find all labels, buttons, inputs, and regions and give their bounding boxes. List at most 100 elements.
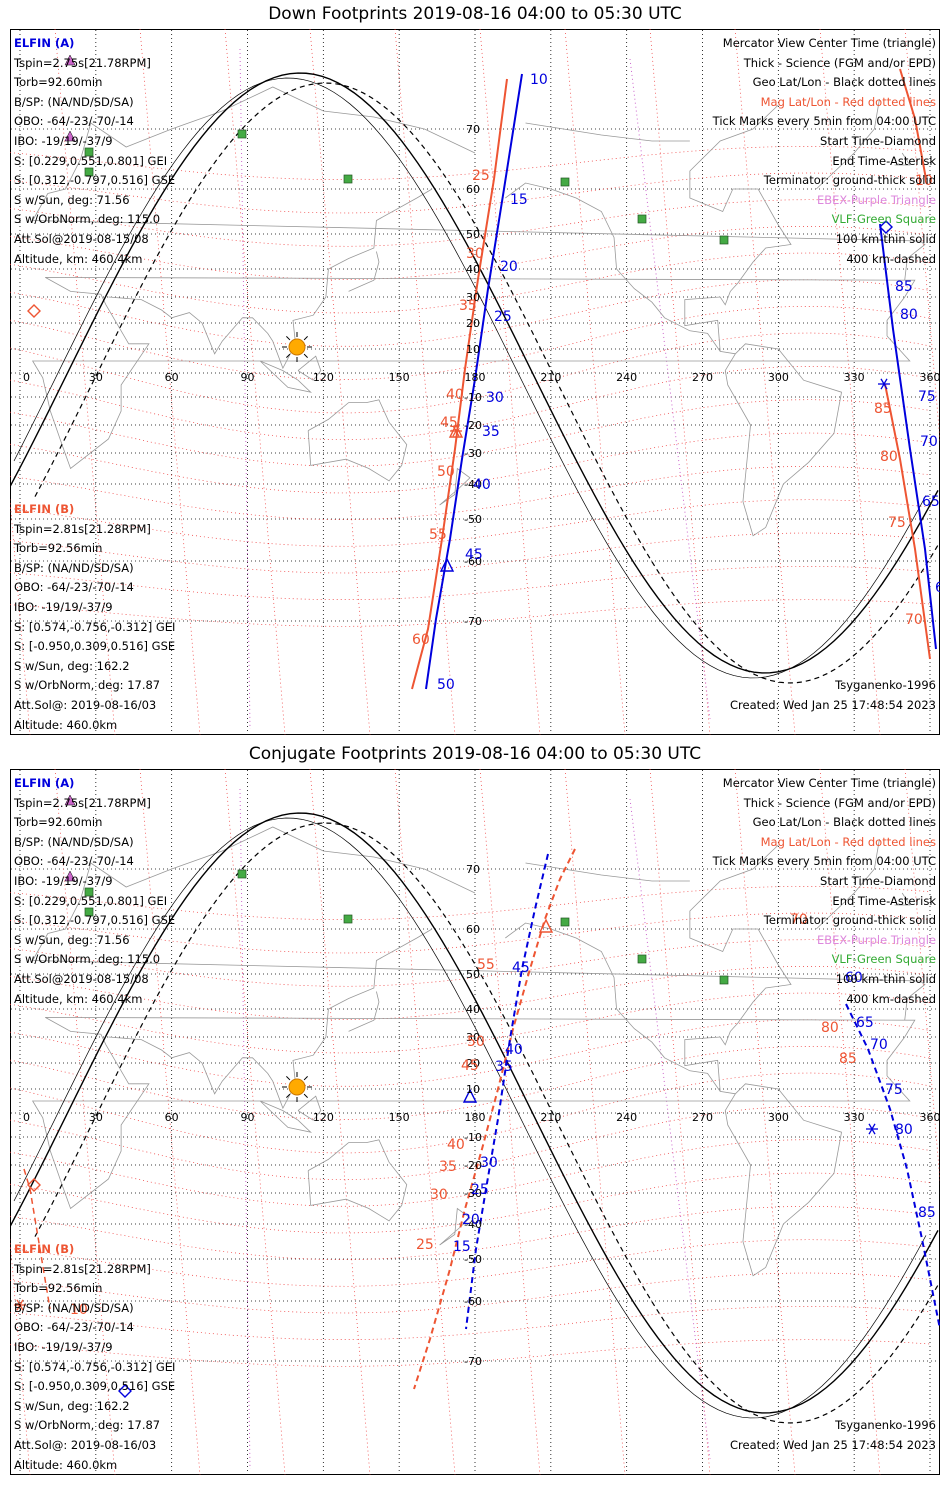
coastline [108,188,433,370]
vlf-square [719,235,729,245]
mag-parallel [10,399,931,467]
info-line: Torb=92.60min [14,815,103,830]
legend-end: End Time-Asterisk [832,893,936,908]
lon-tick-label: 120 [313,371,334,384]
info-line: Torb=92.56min [14,1281,103,1296]
coastline [31,276,916,470]
markers [27,54,893,572]
coastline [259,1100,312,1133]
legend-400km: 400 km-dashed [846,991,936,1006]
lon-tick-label: 240 [616,1111,637,1124]
info-line: Att.Sol@: 2019-08-16/03 [14,1437,157,1452]
info-line: Tspin=2.81s[21.28RPM] [14,1261,151,1276]
center-triangle [439,557,455,572]
panel-title: Down Footprints 2019-08-16 04:00 to 05:3… [268,4,682,24]
legend-geo: Geo Lat/Lon - Black dotted lines [752,75,936,90]
vlf-square [637,954,647,964]
elfin-a-time-label: 50 [437,677,455,693]
info-line: Tspin=2.75s[21.78RPM] [14,55,151,70]
elfin-b-time-label: 85 [874,401,892,417]
elfin-a-time-label: 65 [856,1015,874,1031]
lat-tick-label: 40 [466,263,480,276]
lat-tick-label: 30 [466,291,480,304]
lon-tick-label: 150 [389,1111,410,1124]
elfin-b-time-label: 80 [821,1020,839,1036]
info-line: S w/Sun, deg: 162.2 [14,1398,130,1413]
elfin-b-time-label: 70 [790,912,808,928]
info-line: Altitude: 460.0km [14,717,118,732]
vlf-square [343,914,353,924]
elfin-a-track [465,853,549,1330]
legend-thick: Thick - Science (FGM and/or EPD) [743,55,936,70]
coastline [684,104,792,352]
lat-tick-label: -60 [464,555,482,568]
coastline [815,838,880,930]
lon-tick-label: 180 [465,1111,486,1124]
coastlines [31,826,926,1277]
lat-tick-label: 60 [466,183,480,196]
elfin-b-time-label: 50 [437,464,455,480]
mag-parallel [10,599,931,627]
info-line: S: [0.312,-0.797,0.516] GSE [14,173,176,188]
lat-tick-label: -40 [464,1218,482,1231]
info-line: S w/OrbNorm, deg: 17.87 [14,678,161,693]
elfin-b-info: ELFIN (B) Tspin=2.81s[21.28RPM] Torb=92.… [14,1240,175,1475]
info-line: OBO: -64/-23/-70/-14 [14,114,134,129]
elfin-b-header: ELFIN (B) [14,502,75,516]
coastline [525,862,690,882]
legend-ebex: EBEX-Purple Triangle [816,932,936,947]
legend-vlf: VLF-Green Square [831,212,936,227]
lat-tick-label: 10 [466,343,480,356]
info-line: S w/Sun, deg: 71.56 [14,192,130,207]
lon-tick-label: 270 [692,371,713,384]
coastline [505,182,842,537]
elfin-b-time-label: 55 [429,527,447,543]
elfin-b-time-label: 45 [440,415,458,431]
legend-geo: Geo Lat/Lon - Black dotted lines [752,815,936,830]
created-timestamp: Created: Wed Jan 25 17:48:54 2023 [729,1437,936,1452]
end-asterisk [16,1299,24,1311]
coastline [307,1139,408,1222]
elfin-a-header: ELFIN (A) [14,776,75,790]
elfin-a-time-label: 65 [922,494,940,510]
ebex-line [239,788,251,1470]
legend-end: End Time-Asterisk [832,153,936,168]
lon-tick-label: 30 [89,1111,103,1124]
lat-tick-label: -20 [464,419,482,432]
lon-tick-label: 300 [768,1111,789,1124]
coastlines [31,86,926,537]
lat-tick-label: -30 [464,1187,482,1200]
center-triangle [448,423,464,438]
elfin-b-track [884,383,931,660]
elfin-a-track [425,73,523,690]
info-line: Altitude, km: 460.4km [14,991,143,1006]
info-line: Torb=92.56min [14,541,103,556]
elfin-a-time-label: 35 [495,1059,513,1075]
elfin-b-track [899,68,927,180]
coastline [297,355,322,381]
lon-tick-label: 60 [165,371,179,384]
vlf-square [637,214,647,224]
info-line: S: [-0.950,0.309,0.516] GSE [14,1379,176,1394]
info-line: IBO: -19/19/-37/9 [14,1339,113,1354]
footprint-map: 0 30 60 90 120 150 180 210 240 270 300 330 360 70 60 50… [10,769,940,1475]
lat-tick-label: 30 [466,1031,480,1044]
lat-tick-label: 20 [466,317,480,330]
terminator-400km [34,82,940,684]
lon-tick-label: 180 [465,371,486,384]
terminator-400km [34,822,940,1424]
info-line: Torb=92.60min [14,75,103,90]
elfin-a-time-label: 25 [494,309,512,325]
info-line: S w/Sun, deg: 71.56 [14,932,130,947]
elfin-b-info: ELFIN (B) Tspin=2.81s[21.28RPM] Torb=92.… [14,500,175,735]
coastline [31,86,926,281]
info-line: Tspin=2.81s[21.28RPM] [14,521,151,536]
axis-labels: 0 30 60 90 120 150 180 210 240 270 300 330 360 70 60 50… [23,123,940,628]
info-line: Altitude, km: 460.4km [14,251,143,266]
sun-icon [288,1078,306,1096]
lon-tick-label: 330 [844,371,865,384]
info-line: S w/OrbNorm, deg: 17.87 [14,1418,161,1433]
elfin-b-time-label: 30 [430,1187,448,1203]
coastline [259,360,312,393]
lat-tick-label: 70 [466,863,480,876]
